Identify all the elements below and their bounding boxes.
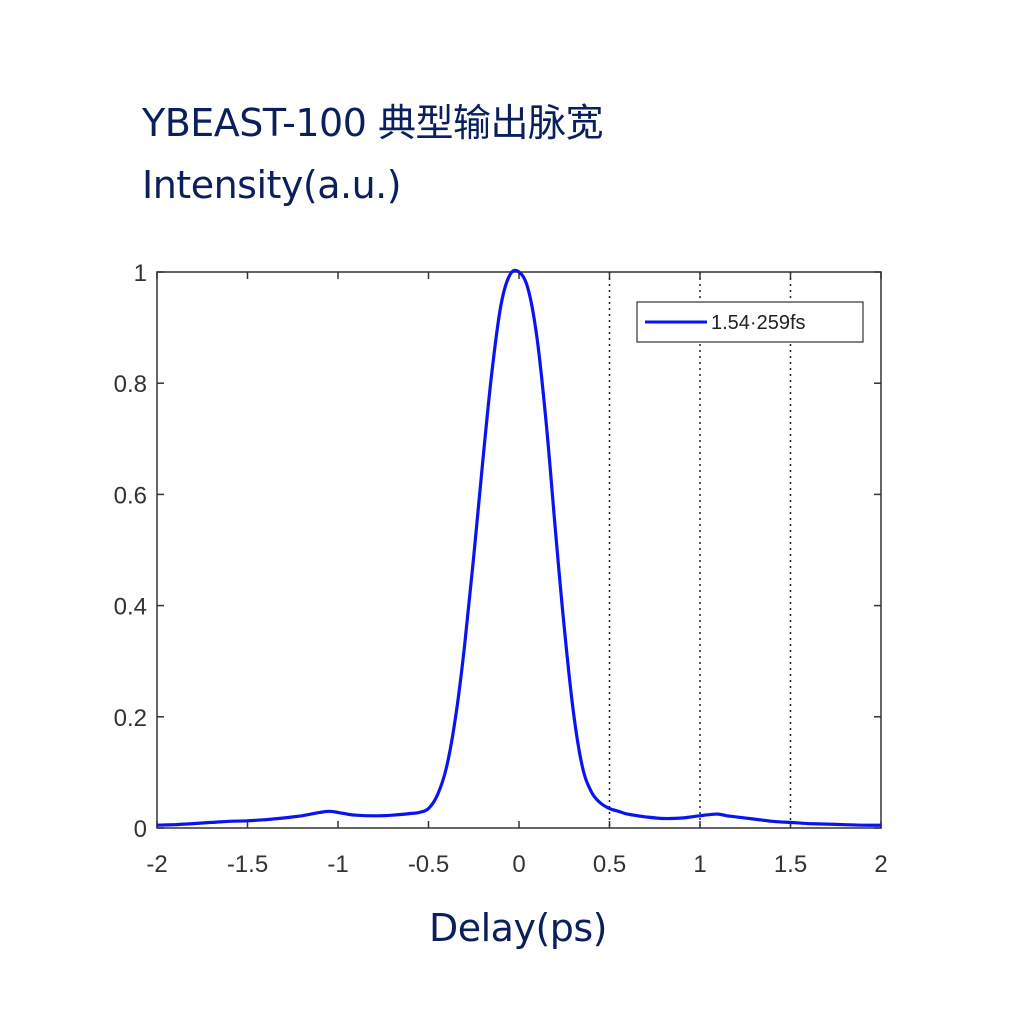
y-axis-label: Intensity(a.u.) <box>142 163 402 207</box>
series-line-0 <box>156 268 882 827</box>
axes-frame-group <box>156 271 882 829</box>
chart-plot: -2 -1.5 -1 -0.5 0 0.5 1 1.5 2 0 0.2 0.4 0.6 0.8 1 1.54… <box>114 260 888 878</box>
x-tick-label: 0.5 <box>593 851 626 878</box>
y-tick-label: 0.2 <box>114 705 147 732</box>
y-tick-label: 0.6 <box>114 482 147 509</box>
chart-title: YBEAST-100 典型输出脉宽 <box>142 101 603 145</box>
x-tick-label: -0.5 <box>408 851 449 878</box>
x-tick-label: 1.5 <box>774 851 807 878</box>
x-tick-label: -2 <box>146 851 167 878</box>
x-tick-label: -1 <box>327 851 348 878</box>
y-tick-label: 0 <box>134 816 147 843</box>
series-group <box>156 268 882 827</box>
vertical-dotted-lines <box>608 272 792 828</box>
legend: 1.54·259fs <box>636 301 864 343</box>
x-axis-label: Delay(ps) <box>0 906 1030 950</box>
y-tick-label: 1 <box>134 260 147 287</box>
x-tick-label: 0 <box>512 851 525 878</box>
tick-group: -2 -1.5 -1 -0.5 0 0.5 1 1.5 2 0 0.2 0.4 0.6 0.8 1 <box>114 260 888 878</box>
x-axis-label-text: Delay(ps) <box>428 906 608 950</box>
x-tick-label: 1 <box>693 851 706 878</box>
y-tick-label: 0.4 <box>114 594 147 621</box>
legend-label: 1.54·259fs <box>711 312 806 334</box>
y-tick-label: 0.8 <box>114 371 147 398</box>
x-tick-label: 2 <box>874 851 887 878</box>
x-tick-label: -1.5 <box>227 851 268 878</box>
plot-frame <box>156 271 882 829</box>
